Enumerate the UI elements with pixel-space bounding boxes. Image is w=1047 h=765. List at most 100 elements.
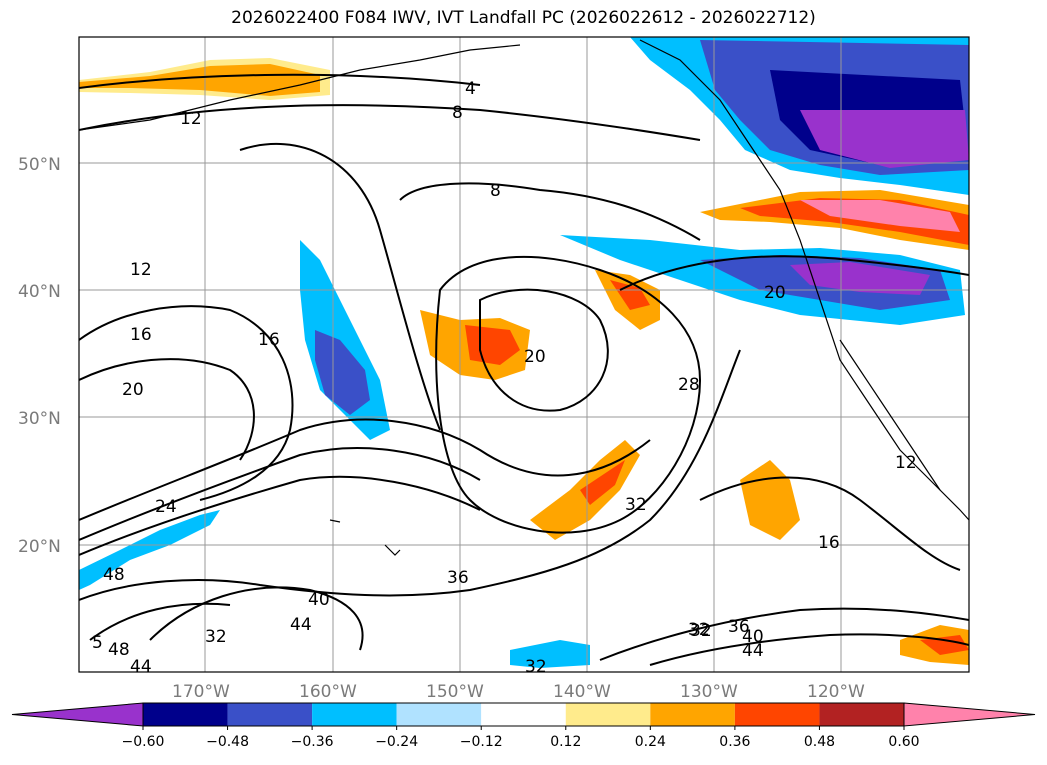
- contour-line: [599, 607, 969, 661]
- map-title: 2026022400 F084 IWV, IVT Landfall PC (20…: [231, 8, 816, 28]
- colorbar-tick-label: 0.24: [635, 734, 666, 750]
- pos-blob-140w-core: [610, 280, 650, 310]
- colorbar-tick-label: 0.60: [888, 734, 919, 750]
- contour-label: 16: [258, 330, 280, 350]
- contour-label: 28: [678, 375, 700, 395]
- contour-label: 16: [818, 533, 840, 553]
- iwv-contours: [79, 73, 969, 666]
- neg-region-north-purple: [800, 110, 969, 168]
- contour-label: 12: [180, 109, 202, 129]
- longitude-labels: 170°W 160°W 150°W 140°W 130°W 120°W: [172, 682, 865, 702]
- contour-label: 8: [452, 103, 463, 123]
- contour-label: 32: [688, 620, 710, 640]
- contour-label: 48: [108, 640, 130, 660]
- pos-blob-145w-core: [465, 325, 520, 365]
- lon-label-170w: 170°W: [172, 682, 230, 702]
- lat-label-40n: 40°N: [18, 282, 61, 302]
- colorbar-tick-label: −0.24: [375, 734, 418, 750]
- contour-line: [79, 358, 255, 461]
- contour-label: 40: [742, 627, 764, 647]
- colorbar-box: [481, 703, 566, 726]
- pos-blob-bottom-right-core: [920, 635, 969, 655]
- colorbar: −0.60 −0.48 −0.36 −0.24 −0.12 0.12 0.24 0.36 0.4…: [11, 702, 1036, 750]
- pos-band-top-core: [79, 64, 320, 96]
- colorbar-tick-label: −0.60: [122, 734, 165, 750]
- colorbar-box: [227, 703, 313, 726]
- lon-label-120w: 120°W: [807, 682, 865, 702]
- contour-line: [619, 255, 969, 291]
- contour-line: [239, 142, 441, 431]
- colorbar-tick-label: −0.36: [291, 734, 334, 750]
- neg-blob-bottom: [510, 640, 590, 668]
- contour-line: [79, 447, 481, 541]
- contour-line: [649, 633, 969, 666]
- lon-label-160w: 160°W: [299, 682, 357, 702]
- lat-label-50n: 50°N: [18, 155, 61, 175]
- lat-label-30n: 30°N: [18, 409, 61, 429]
- contour-line: [79, 73, 481, 89]
- colorbar-box: [565, 703, 651, 726]
- lon-label-150w: 150°W: [426, 682, 484, 702]
- lon-label-140w: 140°W: [553, 682, 611, 702]
- contour-label: 32: [625, 495, 647, 515]
- contour-label: 36: [447, 568, 469, 588]
- contour-label: 44: [290, 615, 312, 635]
- contour-line: [149, 586, 364, 651]
- pos-band-47n-pink: [800, 200, 960, 232]
- coast-hawaii-2: [384, 544, 401, 556]
- contour-line: [435, 255, 702, 534]
- coast-north-america: [639, 39, 969, 521]
- colorbar-tick-label: −0.48: [206, 734, 249, 750]
- colorbar-extend-high: [903, 702, 1036, 727]
- colorbar-box: [734, 703, 820, 726]
- colorbar-extend-low: [11, 702, 144, 727]
- coast-hawaii-1: [329, 519, 341, 523]
- contour-line: [79, 475, 481, 556]
- contour-label: 20: [122, 380, 144, 400]
- colorbar-box: [143, 703, 228, 726]
- colorbar-tick-label: 0.36: [719, 734, 750, 750]
- contour-label: 44: [742, 641, 764, 661]
- contour-label: 20: [764, 283, 786, 303]
- colorbar-box: [650, 703, 735, 726]
- contour-line: [79, 349, 741, 601]
- colorbar-box: [819, 703, 904, 726]
- colorbar-box: [312, 703, 397, 726]
- contour-line: [79, 305, 294, 501]
- contour-label: 36: [728, 617, 750, 637]
- contour-line: [79, 418, 651, 521]
- contour-label: 48: [103, 565, 125, 585]
- contour-label: 8: [490, 181, 501, 201]
- coast-baja: [839, 339, 941, 491]
- latitude-labels: 50°N 40°N 30°N 20°N: [18, 155, 61, 557]
- contour-line: [479, 288, 609, 412]
- plot-frame: [78, 36, 970, 673]
- contour-label: 4: [465, 79, 476, 99]
- contour-label: 12: [130, 260, 152, 280]
- contour-label: 16: [130, 325, 152, 345]
- lon-label-130w: 130°W: [680, 682, 738, 702]
- contour-label: 12: [895, 453, 917, 473]
- contour-label: 32: [205, 627, 227, 647]
- neg-band-sw: [79, 510, 220, 590]
- colorbar-tick-label: −0.12: [460, 734, 503, 750]
- contour-label: 5: [92, 633, 103, 653]
- filled-anomaly-layer: [79, 37, 969, 668]
- contour-label: 32: [525, 657, 547, 677]
- colorbar-box: [396, 703, 482, 726]
- pos-band-se-core: [580, 460, 625, 505]
- colorbar-outline: [142, 702, 905, 727]
- contour-label: 24: [155, 497, 177, 517]
- lat-label-20n: 20°N: [18, 537, 61, 557]
- contour-line: [79, 104, 701, 141]
- neg-tongue-160w-core: [315, 330, 370, 415]
- colorbar-tick-label: 0.12: [550, 734, 581, 750]
- contour-label: 20: [524, 347, 546, 367]
- colorbar-tick-label: 0.48: [804, 734, 835, 750]
- contour-label: 40: [308, 590, 330, 610]
- contour-line: [89, 602, 231, 641]
- contour-label: 44: [130, 657, 152, 677]
- contour-label: 32: [690, 621, 712, 641]
- neg-band-40n-purple: [790, 262, 930, 295]
